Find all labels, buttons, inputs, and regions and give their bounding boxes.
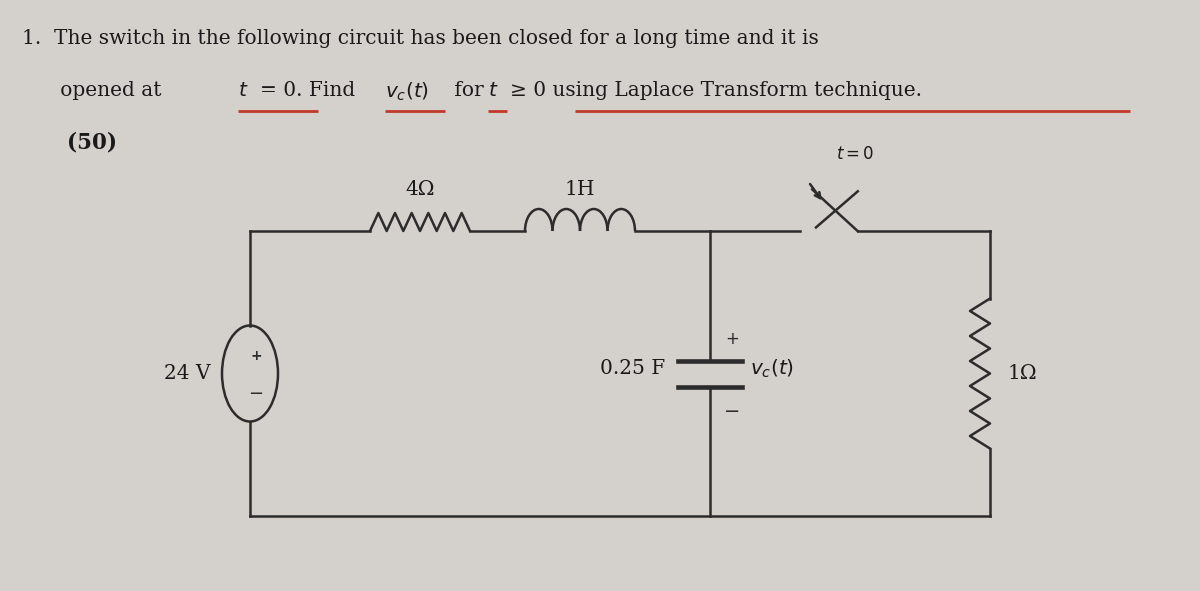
Text: 1Ω: 1Ω <box>1008 364 1038 383</box>
Text: +: + <box>725 330 739 348</box>
Text: = 0. Find: = 0. Find <box>260 81 361 100</box>
Text: 4Ω: 4Ω <box>406 180 434 199</box>
Text: −: − <box>248 385 264 402</box>
Text: opened at: opened at <box>22 81 168 100</box>
Text: $t$: $t$ <box>488 81 498 100</box>
Text: 1.  The switch in the following circuit has been closed for a long time and it i: 1. The switch in the following circuit h… <box>22 29 818 48</box>
Text: $v_c(t)$: $v_c(t)$ <box>750 358 794 379</box>
Text: (50): (50) <box>22 131 118 153</box>
Text: 1H: 1H <box>565 180 595 199</box>
Text: 0.25 F: 0.25 F <box>600 359 665 378</box>
Text: $t$: $t$ <box>238 81 248 100</box>
Text: $v_c(t)$: $v_c(t)$ <box>385 81 430 103</box>
Text: $t=0$: $t=0$ <box>836 146 874 163</box>
Text: for: for <box>448 81 490 100</box>
Text: +: + <box>250 349 262 362</box>
Text: −: − <box>724 402 740 421</box>
Text: 24 V: 24 V <box>163 364 210 383</box>
Text: ≥ 0 using Laplace Transform technique.: ≥ 0 using Laplace Transform technique. <box>510 81 922 100</box>
